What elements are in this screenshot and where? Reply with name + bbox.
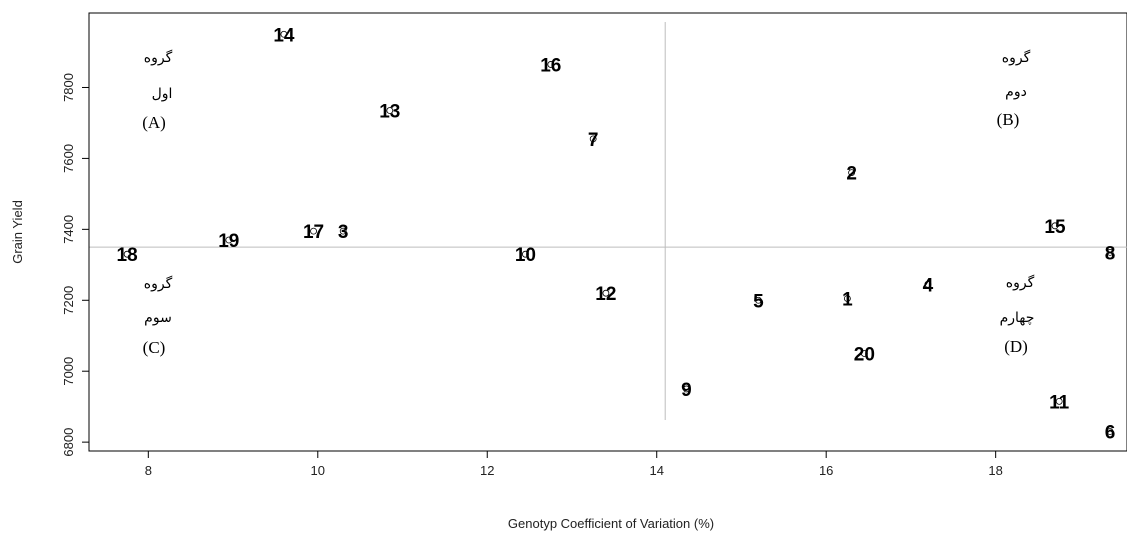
data-point-12: 12 <box>595 284 616 305</box>
point-label: 8 <box>1105 243 1116 264</box>
data-point-9: 9 <box>681 380 692 401</box>
group-annotations: گروه اول (A) گروه دوم (B) گروه سوم (C) گ… <box>142 49 1034 357</box>
y-tick-label: 7400 <box>61 215 76 244</box>
data-point-1: 1 <box>842 289 853 310</box>
group-d-line1: گروه <box>1006 274 1035 291</box>
data-point-18: 18 <box>117 245 138 266</box>
point-label: 7 <box>588 130 599 151</box>
y-tick-label: 7600 <box>61 144 76 173</box>
point-label: 1 <box>842 289 853 310</box>
point-label: 5 <box>753 291 764 312</box>
y-tick-label: 7800 <box>61 73 76 102</box>
data-point-8: 8 <box>1105 243 1116 264</box>
x-tick-label: 14 <box>649 463 663 478</box>
group-a-letter: (A) <box>142 113 166 132</box>
data-point-4: 4 <box>923 275 934 296</box>
x-tick-label: 10 <box>311 463 325 478</box>
y-axis: 6800 7000 7200 7400 7600 7800 <box>61 73 89 457</box>
y-axis-title: Grain Yield <box>10 200 25 264</box>
y-tick-label: 6800 <box>61 428 76 457</box>
point-label: 18 <box>117 245 138 266</box>
data-point-5: 5 <box>753 291 764 312</box>
point-label: 11 <box>1049 392 1070 413</box>
data-point-13: 13 <box>379 102 400 123</box>
point-label: 2 <box>846 164 857 185</box>
data-point-10: 10 <box>515 245 536 266</box>
y-tick-label: 7000 <box>61 357 76 386</box>
point-label: 9 <box>681 380 692 401</box>
data-point-19: 19 <box>218 231 239 252</box>
group-b-annotation: گروه دوم (B) <box>997 49 1031 129</box>
group-c-letter: (C) <box>143 338 166 357</box>
point-label: 20 <box>854 344 875 365</box>
data-point-11: 11 <box>1049 392 1070 413</box>
y-tick-label: 7200 <box>61 286 76 315</box>
group-b-line2: دوم <box>1005 84 1027 100</box>
group-a-annotation: گروه اول (A) <box>142 49 172 132</box>
data-point-7: 7 <box>588 130 599 151</box>
group-b-letter: (B) <box>997 110 1020 129</box>
group-c-line2: سوم <box>144 310 172 326</box>
data-point-3: 3 <box>338 222 349 243</box>
data-point-2: 2 <box>846 164 857 185</box>
x-axis: 8 10 12 14 16 18 <box>145 451 1003 478</box>
point-label: 15 <box>1044 217 1066 238</box>
point-label: 3 <box>338 222 349 243</box>
group-a-line2: اول <box>152 86 173 102</box>
data-point-15: 15 <box>1044 217 1066 238</box>
plot-frame <box>89 13 1127 451</box>
point-label: 4 <box>923 275 934 296</box>
point-label: 16 <box>540 55 561 76</box>
point-label: 13 <box>379 102 400 123</box>
point-label: 10 <box>515 245 536 266</box>
group-d-line2: چهارم <box>1000 310 1035 326</box>
data-point-20: 20 <box>854 344 875 365</box>
point-label: 12 <box>595 284 616 305</box>
group-d-letter: (D) <box>1004 337 1028 356</box>
point-label: 19 <box>218 231 239 252</box>
point-label: 6 <box>1105 422 1116 443</box>
point-label: 14 <box>273 25 295 46</box>
data-point-16: 16 <box>540 55 561 76</box>
group-a-line1: گروه <box>144 49 173 66</box>
x-tick-label: 16 <box>819 463 833 478</box>
data-point-17: 17 <box>303 222 324 243</box>
group-c-annotation: گروه سوم (C) <box>143 275 173 357</box>
group-c-line1: گروه <box>144 275 173 292</box>
point-label: 17 <box>303 222 324 243</box>
x-tick-label: 8 <box>145 463 152 478</box>
data-point-6: 6 <box>1105 422 1116 443</box>
x-tick-label: 18 <box>988 463 1002 478</box>
x-axis-title: Genotyp Coefficient of Variation (%) <box>508 516 714 531</box>
data-point-14: 14 <box>273 25 295 46</box>
group-b-line1: گروه <box>1002 49 1031 66</box>
group-d-annotation: گروه چهارم (D) <box>1000 274 1035 356</box>
x-tick-label: 12 <box>480 463 494 478</box>
